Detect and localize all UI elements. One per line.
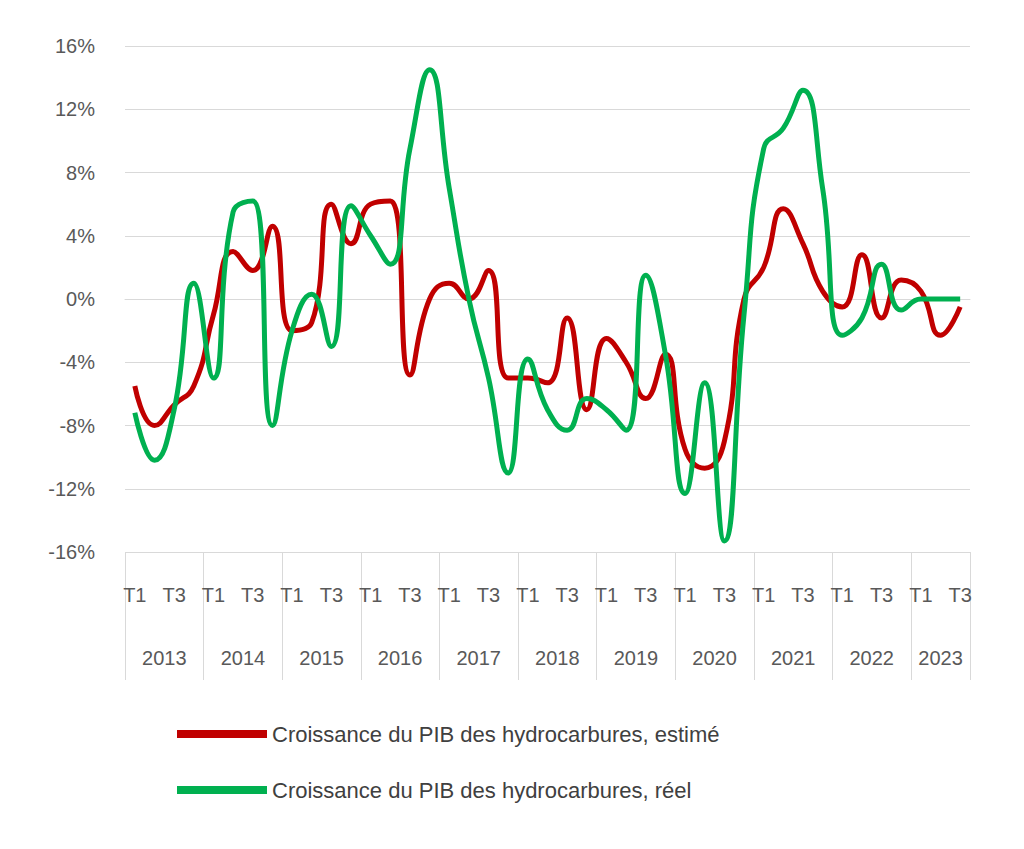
svg-text:T1: T1 [280,584,303,606]
svg-text:-16%: -16% [48,541,95,563]
svg-text:T3: T3 [162,584,185,606]
svg-text:0%: 0% [66,288,95,310]
svg-text:2017: 2017 [456,647,501,669]
svg-text:8%: 8% [66,162,95,184]
svg-text:T1: T1 [831,584,854,606]
svg-text:2022: 2022 [849,647,894,669]
svg-text:T1: T1 [359,584,382,606]
svg-text:T1: T1 [438,584,461,606]
svg-text:T1: T1 [595,584,618,606]
svg-text:-8%: -8% [59,415,95,437]
svg-text:T3: T3 [949,584,972,606]
svg-text:T3: T3 [791,584,814,606]
svg-text:2021: 2021 [771,647,816,669]
svg-text:2015: 2015 [299,647,344,669]
svg-text:T1: T1 [123,584,146,606]
svg-text:2014: 2014 [221,647,265,669]
svg-text:2019: 2019 [614,647,659,669]
svg-text:-12%: -12% [48,478,95,500]
svg-text:T3: T3 [555,584,578,606]
svg-text:Croissance du PIB des hydrocar: Croissance du PIB des hydrocarbures, rée… [272,778,691,803]
svg-text:2013: 2013 [142,647,187,669]
svg-text:-4%: -4% [59,351,95,373]
svg-text:Croissance du PIB des hydrocar: Croissance du PIB des hydrocarbures, est… [272,722,720,747]
svg-text:T3: T3 [241,584,264,606]
svg-text:T3: T3 [477,584,500,606]
svg-text:T3: T3 [634,584,657,606]
svg-text:T3: T3 [398,584,421,606]
svg-text:T1: T1 [673,584,696,606]
svg-text:T1: T1 [516,584,539,606]
svg-text:T1: T1 [909,584,932,606]
svg-text:2020: 2020 [692,647,737,669]
svg-text:4%: 4% [66,225,95,247]
svg-text:2023: 2023 [918,647,963,669]
svg-text:2016: 2016 [378,647,423,669]
svg-text:2018: 2018 [535,647,580,669]
svg-text:12%: 12% [55,98,95,120]
svg-text:16%: 16% [55,35,95,57]
svg-text:T3: T3 [870,584,893,606]
svg-text:T3: T3 [713,584,736,606]
svg-text:T1: T1 [752,584,775,606]
svg-text:T1: T1 [202,584,225,606]
svg-text:T3: T3 [320,584,343,606]
